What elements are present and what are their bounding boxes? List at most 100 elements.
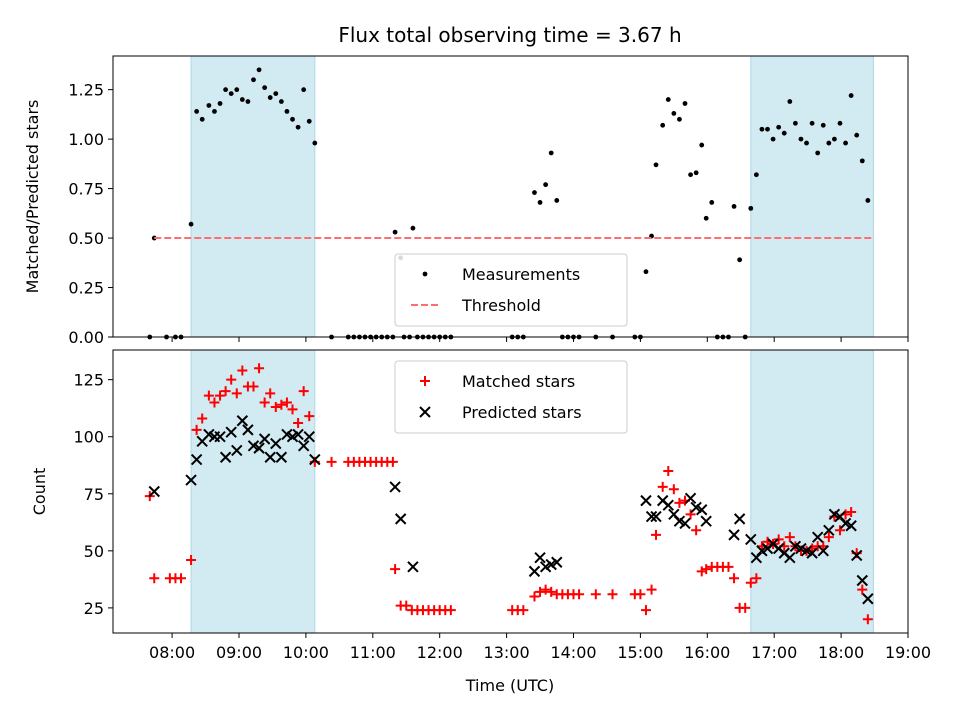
shaded-interval-1 — [750, 349, 874, 634]
data-point — [826, 140, 832, 146]
data-point — [809, 120, 815, 126]
data-point — [660, 122, 666, 128]
data-point — [590, 589, 601, 600]
data-point — [691, 525, 702, 536]
data-point — [528, 565, 541, 578]
data-point — [392, 229, 398, 235]
data-point — [301, 87, 307, 93]
data-point — [857, 584, 868, 595]
data-point — [751, 573, 762, 584]
data-point — [223, 87, 229, 93]
data-point — [723, 561, 734, 572]
data-point — [212, 109, 217, 114]
x-tick-label: 09:00 — [216, 643, 262, 662]
shaded-interval-0 — [190, 349, 316, 634]
data-point — [674, 497, 685, 508]
legend-box — [394, 360, 628, 434]
data-point — [784, 532, 795, 543]
legend-entry: Measurements — [462, 265, 580, 284]
data-point — [242, 424, 254, 436]
data-point — [671, 110, 677, 116]
data-point — [653, 162, 659, 168]
data-point — [696, 566, 707, 577]
data-point — [237, 365, 248, 376]
data-point — [693, 170, 699, 176]
data-point — [203, 390, 214, 401]
data-point — [709, 200, 715, 205]
data-point — [859, 158, 865, 164]
legend-marker — [419, 406, 431, 418]
data-point — [215, 390, 226, 401]
legend-entry: Predicted stars — [462, 403, 582, 422]
y-tick-label: 75 — [84, 485, 104, 504]
data-point — [537, 200, 543, 205]
x-tick-label: 14:00 — [550, 643, 596, 662]
shaded-interval-1 — [750, 55, 874, 338]
data-point — [190, 453, 203, 466]
data-point — [574, 589, 585, 600]
data-point — [843, 140, 848, 146]
data-point — [290, 116, 295, 122]
data-point — [854, 132, 860, 138]
data-point — [245, 99, 251, 104]
data-point — [792, 120, 798, 126]
legend-marker — [422, 271, 428, 277]
data-point — [306, 118, 312, 124]
data-point — [217, 101, 223, 106]
data-point — [389, 481, 401, 493]
data-point — [265, 388, 276, 399]
data-point — [657, 481, 668, 492]
data-point — [700, 515, 712, 527]
data-point — [668, 484, 679, 495]
data-point — [410, 225, 416, 231]
data-point — [679, 517, 691, 530]
data-point — [759, 126, 765, 132]
data-point — [701, 564, 712, 575]
axes-frame — [112, 349, 909, 634]
data-point — [645, 510, 658, 523]
data-point — [206, 103, 212, 108]
data-point — [798, 136, 804, 142]
top-panel-ratio-plot: 0.00 0.25 0.50 0.75 1.00 1.25 Measurements Thre… — [68, 55, 909, 347]
data-point — [748, 205, 754, 211]
x-tick-label: 12:00 — [417, 643, 463, 662]
data-point — [781, 130, 787, 136]
data-point — [278, 99, 284, 104]
data-point — [214, 431, 226, 443]
data-point — [848, 93, 854, 98]
data-point — [281, 397, 292, 408]
data-point — [862, 614, 873, 625]
data-point — [270, 402, 281, 413]
data-point — [248, 381, 259, 392]
data-point — [643, 269, 649, 275]
y-tick-label: 0.00 — [68, 328, 104, 347]
data-point — [856, 574, 868, 587]
data-point — [753, 172, 759, 178]
data-point — [445, 605, 456, 616]
x-tick-label: 08:00 — [149, 643, 195, 662]
axes-frame — [112, 55, 909, 338]
data-point — [251, 77, 256, 83]
data-point — [540, 584, 551, 595]
data-point — [176, 573, 187, 584]
data-point — [740, 602, 751, 613]
data-point — [815, 150, 821, 156]
y-tick-label: 1.25 — [68, 81, 104, 100]
legend: Measurements Threshold — [394, 253, 628, 327]
y-tick-label: 0.50 — [68, 229, 104, 248]
data-point — [298, 386, 309, 397]
x-tick-label: 17:00 — [751, 643, 797, 662]
data-point — [262, 85, 268, 91]
data-point — [662, 499, 674, 511]
data-point — [677, 116, 682, 122]
data-point — [820, 122, 826, 128]
data-point — [834, 525, 845, 536]
data-point — [806, 547, 818, 559]
data-point — [745, 577, 756, 588]
data-point — [226, 374, 237, 385]
data-point — [219, 451, 232, 463]
series-measurements — [147, 67, 871, 340]
data-point — [312, 140, 318, 146]
data-point — [534, 551, 546, 564]
data-point — [228, 91, 234, 96]
